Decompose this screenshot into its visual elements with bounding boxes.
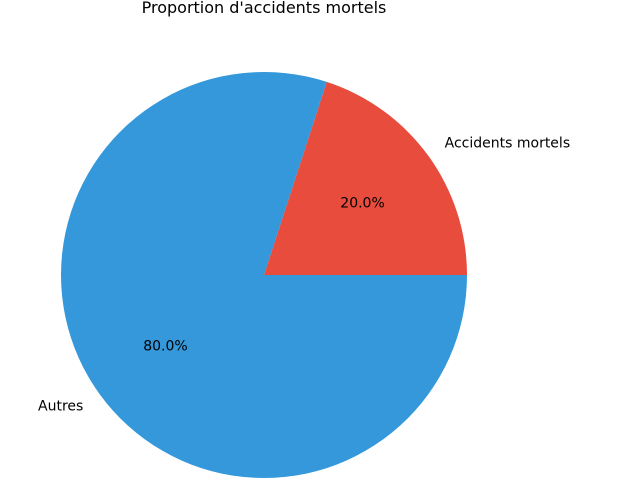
slice-percentage-label: 20.0% — [340, 195, 384, 211]
slice-label: Autres — [38, 398, 83, 414]
slice-label: Accidents mortels — [445, 136, 570, 152]
chart-title: Proportion d'accidents mortels — [142, 0, 387, 17]
pie-slices — [60, 72, 468, 478]
slice-percentage-label: 80.0% — [143, 339, 187, 355]
pie-slice — [60, 72, 468, 478]
pie-slice — [264, 81, 467, 276]
pie-labels: Accidents mortels 20.0% Autres 80.0% — [38, 136, 570, 415]
